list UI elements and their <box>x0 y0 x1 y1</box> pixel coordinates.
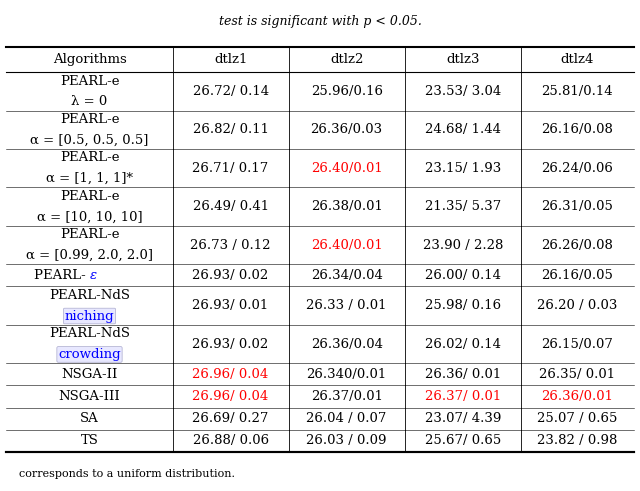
Text: 26.35/ 0.01: 26.35/ 0.01 <box>539 368 615 381</box>
Text: PEARL-NdS: PEARL-NdS <box>49 327 130 340</box>
Text: 21.35/ 5.37: 21.35/ 5.37 <box>424 200 501 213</box>
Text: 26.88/ 0.06: 26.88/ 0.06 <box>193 434 269 447</box>
Text: 26.36/0.03: 26.36/0.03 <box>310 123 383 136</box>
Text: 26.49/ 0.41: 26.49/ 0.41 <box>193 200 269 213</box>
Text: 25.07 / 0.65: 25.07 / 0.65 <box>537 412 618 425</box>
Text: (: ( <box>80 309 90 323</box>
Text: PEARL-e: PEARL-e <box>60 228 119 241</box>
Text: 26.15/0.07: 26.15/0.07 <box>541 338 613 351</box>
Text: 26.340/0.01: 26.340/0.01 <box>307 368 387 381</box>
Text: 26.02/ 0.14: 26.02/ 0.14 <box>425 338 500 351</box>
Text: NSGA-II: NSGA-II <box>61 368 118 381</box>
Text: 26.36/0.04: 26.36/0.04 <box>310 338 383 351</box>
Text: 26.96/ 0.04: 26.96/ 0.04 <box>193 368 269 381</box>
Text: (: ( <box>80 348 90 361</box>
Text: 26.37/ 0.01: 26.37/ 0.01 <box>424 390 501 403</box>
Text: 26.36/ 0.01: 26.36/ 0.01 <box>424 368 501 381</box>
Text: 23.82 / 0.98: 23.82 / 0.98 <box>537 434 618 447</box>
Text: 24.68/ 1.44: 24.68/ 1.44 <box>425 123 500 136</box>
Text: PEARL-e: PEARL-e <box>60 75 119 87</box>
Text: dtlz1: dtlz1 <box>214 53 247 66</box>
Text: 25.67/ 0.65: 25.67/ 0.65 <box>424 434 501 447</box>
Text: 26.40/0.01: 26.40/0.01 <box>311 239 383 251</box>
Text: 26.69/ 0.27: 26.69/ 0.27 <box>193 412 269 425</box>
Text: 26.34/0.04: 26.34/0.04 <box>310 269 383 282</box>
Text: 23.90 / 2.28: 23.90 / 2.28 <box>422 239 503 251</box>
Text: 23.53/ 3.04: 23.53/ 3.04 <box>424 85 501 98</box>
Text: crowding: crowding <box>58 348 121 361</box>
Text: 26.33 / 0.01: 26.33 / 0.01 <box>307 299 387 312</box>
Text: SA: SA <box>80 412 99 425</box>
Text: λ = 0: λ = 0 <box>72 95 108 109</box>
Text: 25.96/0.16: 25.96/0.16 <box>310 85 383 98</box>
Text: PEARL-NdS: PEARL-NdS <box>49 289 130 302</box>
Text: 26.73 / 0.12: 26.73 / 0.12 <box>190 239 271 251</box>
Text: 26.04 / 0.07: 26.04 / 0.07 <box>307 412 387 425</box>
Text: niching: niching <box>65 309 115 323</box>
Text: dtlz2: dtlz2 <box>330 53 364 66</box>
Text: 25.98/ 0.16: 25.98/ 0.16 <box>424 299 500 312</box>
Text: 26.96/ 0.04: 26.96/ 0.04 <box>193 390 269 403</box>
Text: ): ) <box>90 348 99 361</box>
Text: 26.24/0.06: 26.24/0.06 <box>541 162 613 175</box>
Text: PEARL-e: PEARL-e <box>60 113 119 126</box>
Text: 26.26/0.08: 26.26/0.08 <box>541 239 613 251</box>
Text: ε: ε <box>90 269 97 282</box>
Text: dtlz3: dtlz3 <box>446 53 479 66</box>
Text: TS: TS <box>81 434 99 447</box>
Text: 26.03 / 0.09: 26.03 / 0.09 <box>307 434 387 447</box>
Text: 26.93/ 0.01: 26.93/ 0.01 <box>193 299 269 312</box>
Text: 26.71/ 0.17: 26.71/ 0.17 <box>193 162 269 175</box>
Text: α = [0.99, 2.0, 2.0]: α = [0.99, 2.0, 2.0] <box>26 249 153 262</box>
Text: 26.40/0.01: 26.40/0.01 <box>311 162 383 175</box>
Text: 26.93/ 0.02: 26.93/ 0.02 <box>193 269 269 282</box>
Text: 25.81/0.14: 25.81/0.14 <box>541 85 613 98</box>
Text: α = [10, 10, 10]: α = [10, 10, 10] <box>36 211 142 223</box>
Text: 26.20 / 0.03: 26.20 / 0.03 <box>537 299 618 312</box>
Text: PEARL-: PEARL- <box>33 269 90 282</box>
Text: α = [0.5, 0.5, 0.5]: α = [0.5, 0.5, 0.5] <box>30 134 148 147</box>
Text: 26.72/ 0.14: 26.72/ 0.14 <box>193 85 269 98</box>
Text: 26.00/ 0.14: 26.00/ 0.14 <box>425 269 500 282</box>
Text: α = [1, 1, 1]*: α = [1, 1, 1]* <box>46 172 133 185</box>
Text: 26.93/ 0.02: 26.93/ 0.02 <box>193 338 269 351</box>
Text: corresponds to a uniform distribution.: corresponds to a uniform distribution. <box>19 469 236 479</box>
Text: 26.37/0.01: 26.37/0.01 <box>310 390 383 403</box>
Text: test is significant with p < 0.05.: test is significant with p < 0.05. <box>219 15 421 27</box>
Text: NSGA-III: NSGA-III <box>59 390 120 403</box>
Text: 26.38/0.01: 26.38/0.01 <box>310 200 383 213</box>
Text: Algorithms: Algorithms <box>52 53 126 66</box>
Text: 23.07/ 4.39: 23.07/ 4.39 <box>424 412 501 425</box>
Text: PEARL-e: PEARL-e <box>60 190 119 203</box>
Text: 26.16/0.05: 26.16/0.05 <box>541 269 613 282</box>
Text: dtlz4: dtlz4 <box>561 53 594 66</box>
Text: 23.15/ 1.93: 23.15/ 1.93 <box>424 162 501 175</box>
Text: ): ) <box>90 309 99 323</box>
Text: PEARL-e: PEARL-e <box>60 151 119 164</box>
Text: 26.16/0.08: 26.16/0.08 <box>541 123 613 136</box>
Text: 26.82/ 0.11: 26.82/ 0.11 <box>193 123 269 136</box>
Text: 26.36/0.01: 26.36/0.01 <box>541 390 613 403</box>
Text: 26.31/0.05: 26.31/0.05 <box>541 200 613 213</box>
